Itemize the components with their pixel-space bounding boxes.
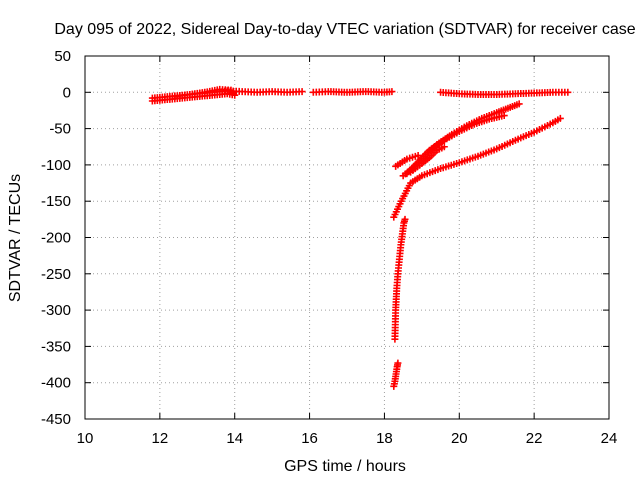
- grid: [85, 56, 609, 419]
- x-tick-label: 16: [301, 430, 318, 447]
- y-tick-label: -50: [49, 121, 71, 138]
- plot-frame: [84, 55, 610, 420]
- tick-labels: 10 12 14 16 18 20 22 24 50 0 -50 -100 -150 -200 -250 -3…: [41, 48, 617, 447]
- x-tick-label: 20: [451, 430, 468, 447]
- data-point: [298, 88, 306, 96]
- data-point: [564, 88, 572, 96]
- y-tick-label: -450: [41, 411, 71, 428]
- data-point: [388, 88, 396, 96]
- data-point: [401, 215, 409, 223]
- data-point: [515, 100, 523, 108]
- x-tick-label: 12: [152, 430, 169, 447]
- x-tick-label: 24: [601, 430, 618, 447]
- chart-title: Day 095 of 2022, Sidereal Day-to-day VTE…: [54, 21, 635, 38]
- y-tick-label: -250: [41, 266, 71, 283]
- y-axis-label: SDTVAR / TECUs: [7, 174, 24, 302]
- y-tick-label: -400: [41, 375, 71, 392]
- data-point: [500, 112, 508, 120]
- data-point: [227, 86, 235, 94]
- y-tick-label: 0: [63, 84, 71, 101]
- axis-ticks: [84, 55, 610, 420]
- y-tick-label: -100: [41, 157, 71, 174]
- y-tick-label: 50: [54, 48, 71, 65]
- x-tick-label: 22: [526, 430, 543, 447]
- x-axis-label: GPS time / hours: [284, 458, 406, 475]
- y-tick-label: -300: [41, 302, 71, 319]
- x-tick-label: 18: [376, 430, 393, 447]
- y-tick-label: -150: [41, 193, 71, 210]
- data-point: [394, 359, 402, 367]
- x-tick-label: 14: [226, 430, 243, 447]
- y-tick-label: -350: [41, 338, 71, 355]
- data-point: [556, 114, 564, 122]
- data-point: [440, 143, 448, 151]
- plot-points: [148, 85, 572, 390]
- y-tick-label: -200: [41, 230, 71, 247]
- x-tick-label: 10: [77, 430, 94, 447]
- data-point: [231, 91, 239, 99]
